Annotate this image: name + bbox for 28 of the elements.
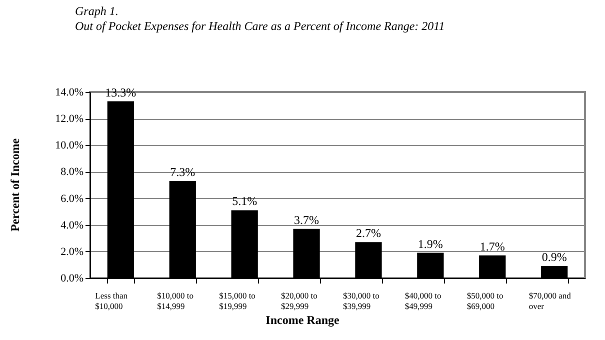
y-tick-label: 12.0% [55, 113, 84, 126]
chart-subtitle: Out of Pocket Expenses for Health Care as a Percent of Income Range: 2011 [75, 19, 445, 33]
x-tick-label: $15,000 to $19,999 [219, 290, 256, 311]
y-tick-label: 2.0% [60, 246, 84, 258]
x-tick-label: Less than $10,000 [95, 290, 128, 311]
y-tick-label: 8.0% [60, 166, 84, 178]
y-tick-label: 0.0% [60, 272, 84, 284]
data-label: 1.9% [418, 236, 443, 251]
y-tick-label: 4.0% [60, 219, 84, 232]
y-tick-label: 14.0% [55, 86, 84, 98]
y-axis-title: Percent of Income [8, 138, 22, 232]
y-tick-label: 6.0% [60, 192, 84, 205]
data-label: 0.9% [542, 250, 567, 264]
data-label: 5.1% [232, 194, 258, 208]
x-axis-title: Income Range [266, 313, 340, 327]
data-label: 2.7% [356, 226, 381, 240]
x-tick-label: $70,000 and over [528, 290, 572, 311]
data-label: 1.7% [480, 239, 505, 254]
data-label: 7.3% [170, 165, 196, 180]
data-label: 3.7% [294, 212, 320, 227]
x-tick-label: $30,000 to $39,999 [342, 290, 380, 311]
x-tick-label: $50,000 to $69,000 [466, 290, 504, 311]
y-tick-label: 10.0% [55, 140, 84, 152]
x-tick-label: $20,000 to $29,999 [281, 290, 318, 311]
x-tick-label: $10,000 to $14,999 [157, 290, 194, 311]
x-tick-label: $40,000 to $49,999 [404, 290, 442, 311]
data-label: 13.3% [105, 85, 136, 100]
chart-title: Graph 1. [75, 4, 118, 18]
